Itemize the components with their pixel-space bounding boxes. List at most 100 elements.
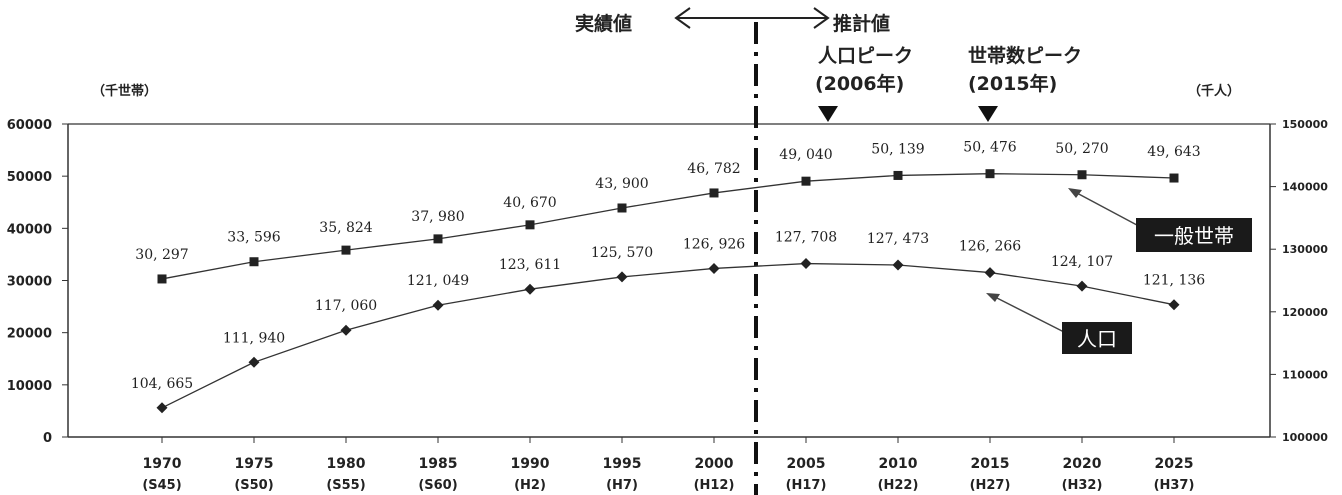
x-tick-year: 1985	[419, 456, 458, 472]
x-tick-era: (H32)	[1062, 478, 1103, 493]
series-line	[161, 262, 1175, 409]
population-callout-text: 人口	[1077, 327, 1117, 351]
household-series: 30, 297 33, 596 35, 824 37, 980 40, 670 43, 9…	[135, 140, 1201, 284]
x-tick-year: 2015	[971, 456, 1010, 472]
x-tick-year: 1980	[327, 456, 366, 472]
data-point	[248, 356, 260, 368]
data-point	[525, 220, 535, 230]
household-peak-marker	[978, 106, 998, 122]
data-point	[249, 257, 259, 267]
data-label: 50, 270	[1055, 141, 1108, 157]
data-point	[156, 402, 168, 414]
left-tick-label: 30000	[7, 275, 52, 290]
data-label: 125, 570	[591, 245, 653, 261]
population-series: 104, 665 111, 940 117, 060 121, 049 123, 611…	[131, 230, 1205, 414]
data-point	[800, 258, 812, 270]
x-tick-era: (H17)	[786, 478, 827, 493]
left-tick-label: 50000	[7, 170, 52, 185]
x-tick-year: 1995	[603, 456, 642, 472]
x-tick-year: 1975	[235, 456, 274, 472]
data-point	[340, 324, 352, 336]
x-tick-era: (H22)	[878, 478, 919, 493]
series-line	[161, 173, 1175, 280]
series-layer: 30, 297 33, 596 35, 824 37, 980 40, 670 43, 9…	[131, 140, 1205, 414]
left-tick-label: 60000	[7, 118, 52, 133]
data-label: 104, 665	[131, 376, 193, 392]
data-point	[984, 267, 996, 279]
household-callout-box	[1136, 218, 1252, 252]
data-label: 43, 900	[595, 176, 648, 192]
x-tick-year: 1990	[511, 456, 550, 472]
plot-frame	[67, 123, 1271, 438]
population-peak-year: (2006年)	[815, 72, 904, 95]
data-label: 50, 476	[963, 140, 1017, 156]
right-tick-label: 100000	[1282, 431, 1328, 444]
household-callout-text: 一般世帯	[1154, 224, 1234, 248]
data-label: 50, 139	[871, 141, 924, 157]
left-tick-label: 20000	[7, 327, 52, 342]
population-peak-marker	[818, 106, 838, 122]
right-axis-ticks: 100000 110000 120000 130000 140000 150000	[1270, 118, 1328, 444]
data-point	[432, 299, 444, 311]
estimate-label: 推計値	[833, 12, 890, 35]
data-label: 124, 107	[1051, 254, 1113, 270]
population-callout-box	[1062, 322, 1132, 354]
data-point	[617, 203, 627, 213]
left-axis-unit: （千世帯）	[92, 83, 157, 99]
actual-label: 実績値	[575, 12, 632, 35]
data-label: 127, 708	[775, 230, 837, 246]
x-tick-era: (H7)	[606, 478, 638, 493]
data-point	[1076, 280, 1088, 292]
x-tick-era: (S60)	[418, 478, 457, 493]
right-axis-unit: （千人）	[1188, 83, 1240, 99]
data-point	[1077, 170, 1087, 180]
data-label: 127, 473	[867, 231, 929, 247]
x-tick-year: 2025	[1155, 456, 1194, 472]
household-peak-label: 世帯数ピーク	[968, 44, 1082, 67]
data-point	[1169, 173, 1179, 183]
left-tick-label: 10000	[7, 379, 52, 394]
data-point	[892, 259, 904, 271]
data-label: 30, 297	[135, 247, 188, 263]
data-point	[341, 245, 351, 255]
x-tick-era: (H27)	[970, 478, 1011, 493]
x-tick-year: 2010	[879, 456, 918, 472]
x-tick-year: 2020	[1063, 456, 1102, 472]
data-label: 121, 049	[407, 273, 469, 289]
population-callout: 人口	[986, 293, 1132, 354]
right-tick-label: 140000	[1282, 181, 1328, 194]
data-point	[524, 283, 536, 295]
x-tick-year: 2000	[695, 456, 734, 472]
right-tick-label: 130000	[1282, 243, 1328, 256]
left-tick-label: 0	[43, 431, 52, 446]
left-axis-ticks: 0 10000 20000 30000 40000 50000 60000	[7, 118, 68, 446]
x-tick-era: (S45)	[142, 478, 181, 493]
x-tick-year: 1970	[143, 456, 182, 472]
data-label: 123, 611	[499, 257, 561, 273]
right-tick-label: 110000	[1282, 368, 1328, 381]
x-tick-era: (H12)	[694, 478, 735, 493]
x-tick-year: 2005	[787, 456, 826, 472]
data-point	[1168, 299, 1180, 311]
right-tick-label: 120000	[1282, 306, 1328, 319]
x-tick-era: (S50)	[234, 478, 273, 493]
x-axis-ticks: 1970 (S45) 1975 (S50) 1980 (S55) 1985 (S60) 1990…	[142, 437, 1194, 493]
data-label: 46, 782	[687, 161, 740, 177]
data-label: 111, 940	[223, 330, 285, 346]
data-label: 40, 670	[503, 195, 556, 211]
population-peak-label: 人口ピーク	[818, 45, 913, 67]
data-point	[616, 271, 628, 283]
data-point	[893, 170, 903, 180]
data-label: 33, 596	[227, 230, 281, 246]
household-peak-year: (2015年)	[968, 72, 1057, 95]
data-label: 49, 040	[779, 147, 832, 163]
data-point	[709, 188, 719, 198]
x-tick-era: (H2)	[514, 478, 546, 493]
data-label: 35, 824	[319, 220, 373, 236]
double-arrow	[674, 7, 830, 29]
data-point	[433, 234, 443, 244]
data-point	[157, 274, 167, 284]
household-callout: 一般世帯	[1068, 188, 1252, 252]
data-point	[801, 176, 811, 186]
data-label: 117, 060	[315, 298, 377, 314]
